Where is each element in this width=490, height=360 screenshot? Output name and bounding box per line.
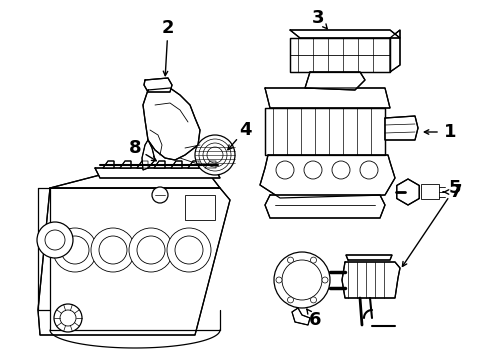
Polygon shape [290,30,400,38]
Circle shape [282,260,322,300]
Circle shape [332,161,350,179]
Polygon shape [265,88,390,108]
Circle shape [137,236,165,264]
Circle shape [152,187,168,203]
Polygon shape [171,161,182,168]
Circle shape [53,228,97,272]
Polygon shape [390,30,400,72]
Circle shape [274,252,330,308]
Text: 2: 2 [162,19,174,37]
Text: 7: 7 [450,183,462,201]
Polygon shape [205,161,216,168]
Text: 1: 1 [444,123,456,141]
Text: 6: 6 [309,311,321,329]
Circle shape [54,304,82,332]
Polygon shape [305,72,365,90]
FancyBboxPatch shape [421,184,439,199]
Polygon shape [188,161,199,168]
Text: 4: 4 [239,121,251,139]
Polygon shape [142,140,155,170]
Polygon shape [346,255,392,260]
Circle shape [91,228,135,272]
Polygon shape [265,195,385,218]
Circle shape [360,161,378,179]
Circle shape [175,236,203,264]
Circle shape [99,236,127,264]
Polygon shape [120,161,131,168]
Circle shape [288,257,294,263]
Polygon shape [342,262,400,298]
Text: 3: 3 [312,9,324,27]
Circle shape [207,147,223,163]
FancyBboxPatch shape [185,195,215,220]
Circle shape [61,236,89,264]
Polygon shape [95,168,220,178]
Polygon shape [265,108,385,155]
Polygon shape [38,188,230,335]
Polygon shape [137,161,148,168]
Polygon shape [397,179,419,205]
Polygon shape [144,78,172,92]
Circle shape [129,228,173,272]
Circle shape [199,139,231,171]
Polygon shape [260,155,395,198]
Polygon shape [143,88,200,160]
Circle shape [304,161,322,179]
Text: 8: 8 [129,139,141,157]
Polygon shape [103,161,114,168]
Circle shape [167,228,211,272]
Circle shape [203,143,227,167]
Text: 5: 5 [449,179,461,197]
Circle shape [288,297,294,303]
Circle shape [311,297,317,303]
Polygon shape [50,175,220,188]
Polygon shape [385,116,418,140]
Circle shape [276,161,294,179]
Circle shape [322,277,328,283]
Circle shape [311,257,317,263]
Polygon shape [292,308,310,325]
Circle shape [276,277,282,283]
Circle shape [60,310,76,326]
Circle shape [45,230,65,250]
Polygon shape [290,38,390,72]
Circle shape [37,222,73,258]
Circle shape [195,135,235,175]
Polygon shape [154,161,165,168]
